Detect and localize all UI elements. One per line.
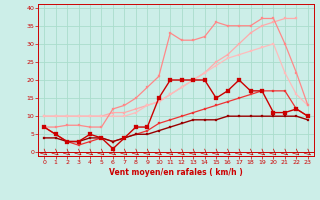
X-axis label: Vent moyen/en rafales ( km/h ): Vent moyen/en rafales ( km/h )	[109, 168, 243, 177]
